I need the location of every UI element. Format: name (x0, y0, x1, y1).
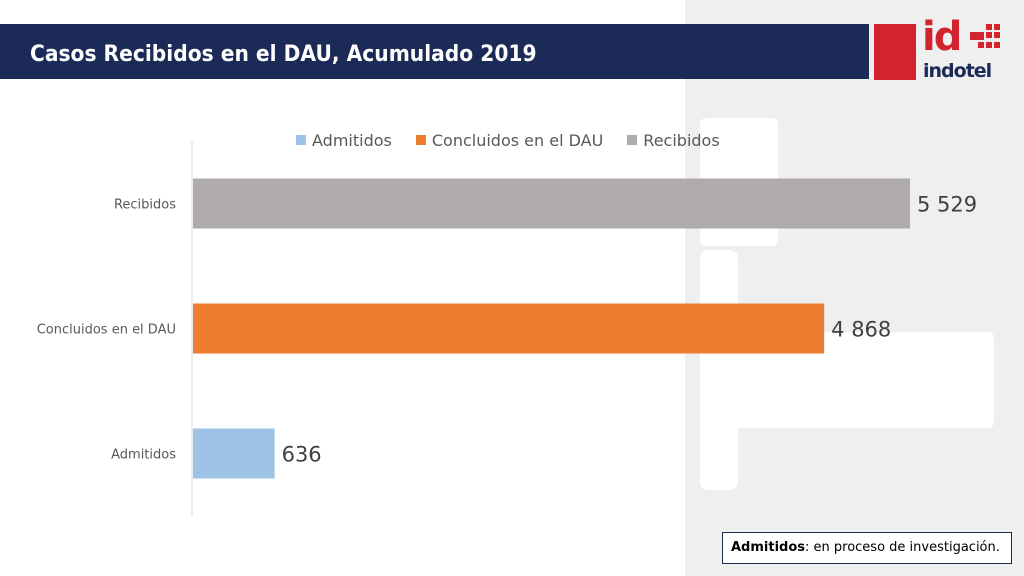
bar-1 (193, 303, 825, 354)
legend-item-admitidos: Admitidos (296, 131, 392, 150)
legend-label: Concluidos en el DAU (431, 130, 604, 150)
chart-legend: Admitidos Concluidos en el DAU Recibidos (296, 128, 744, 152)
page-title: Casos Recibidos en el DAU, Acumulado 201… (30, 42, 537, 67)
data-label: 5 529 (917, 193, 977, 217)
legend-swatch (296, 135, 306, 145)
legend-label: Recibidos (643, 130, 720, 150)
category-tick-label: Admitidos (111, 448, 176, 463)
legend-swatch (627, 135, 638, 145)
legend-swatch (415, 135, 426, 145)
footnote: Admitidos: en proceso de investigación. (722, 532, 1012, 564)
logo-grid-icon (970, 24, 1000, 56)
footnote-term: Admitidos (731, 540, 806, 555)
logo-mark: id (922, 14, 962, 60)
footnote-text: : en proceso de investigación. (805, 540, 1000, 555)
legend-label: Admitidos (312, 130, 392, 150)
bar-2 (193, 428, 275, 479)
category-tick-label: Concluidos en el DAU (37, 323, 176, 338)
legend-item-recibidos: Recibidos (627, 130, 720, 150)
legend-item-concluidos: Concluidos en el DAU (415, 130, 604, 150)
data-label: 636 (282, 443, 322, 467)
logo-wordmark: indotel (923, 60, 992, 82)
logo-red-block (874, 24, 916, 80)
category-tick-label: Recibidos (114, 198, 176, 213)
title-bar (0, 24, 869, 79)
bar-0 (193, 178, 910, 229)
indotel-logo: id indotel (922, 14, 1004, 86)
data-label: 4 868 (831, 318, 891, 342)
